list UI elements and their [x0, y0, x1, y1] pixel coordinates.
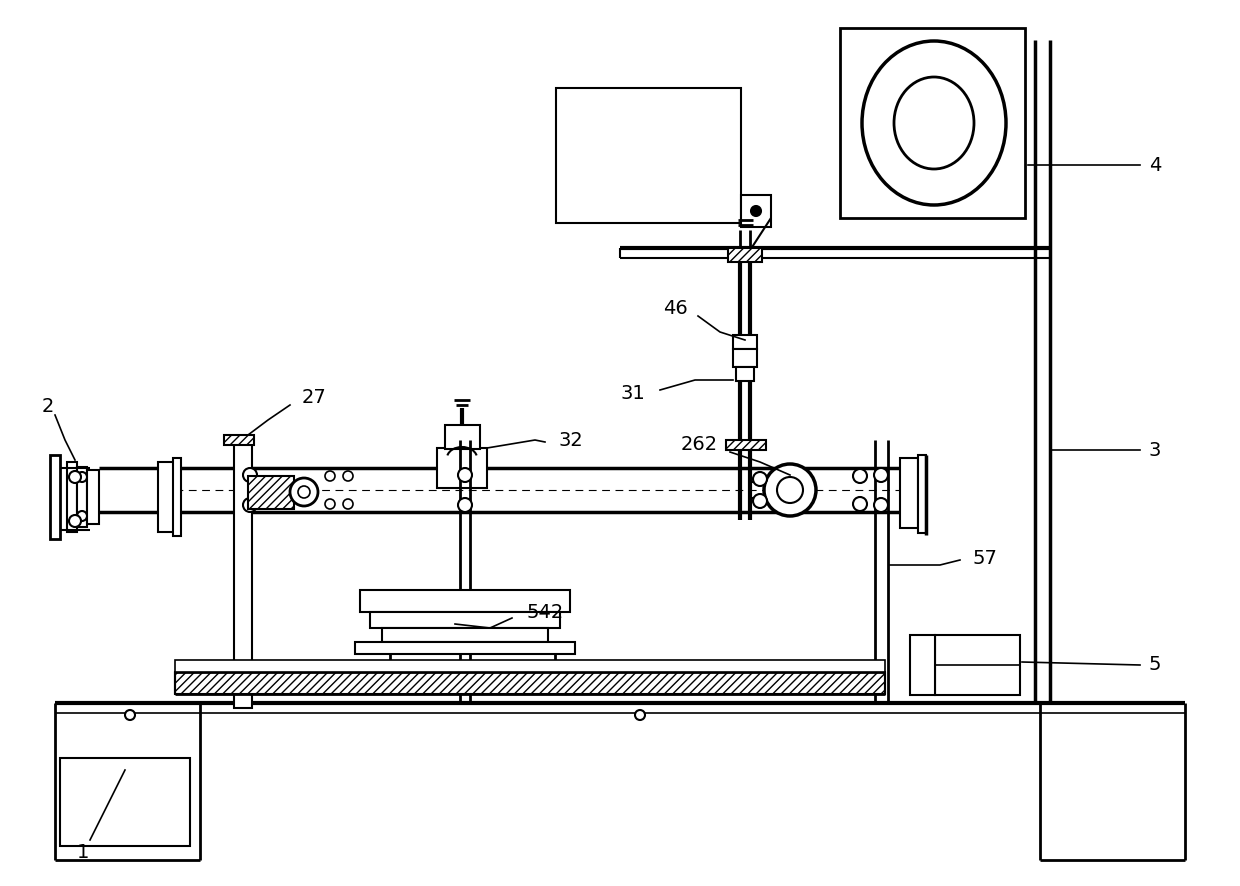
Circle shape: [343, 499, 353, 509]
Text: 46: 46: [663, 299, 688, 317]
Circle shape: [458, 468, 472, 482]
Bar: [174, 458, 181, 536]
Bar: [234, 440, 252, 708]
Text: 2: 2: [42, 397, 55, 416]
Bar: [737, 367, 754, 381]
Bar: [50, 455, 60, 539]
Text: 3: 3: [1148, 440, 1161, 460]
Text: 5: 5: [1148, 656, 1161, 674]
Circle shape: [243, 468, 257, 482]
Circle shape: [69, 515, 81, 527]
Circle shape: [764, 464, 816, 516]
Circle shape: [77, 511, 87, 521]
Bar: [549, 678, 565, 686]
Bar: [918, 455, 926, 533]
Circle shape: [243, 498, 257, 512]
Bar: [77, 467, 87, 527]
Bar: [60, 758, 190, 846]
Circle shape: [325, 471, 335, 481]
Bar: [224, 435, 254, 445]
Text: 32: 32: [558, 431, 583, 449]
Circle shape: [751, 206, 761, 216]
Bar: [839, 28, 1025, 218]
Text: 31: 31: [620, 384, 645, 402]
Circle shape: [77, 472, 87, 482]
Bar: [728, 248, 763, 262]
Circle shape: [777, 477, 804, 503]
Text: 4: 4: [1148, 156, 1161, 175]
Bar: [733, 349, 756, 367]
Bar: [742, 195, 771, 227]
Circle shape: [853, 469, 867, 483]
Bar: [248, 476, 294, 509]
Bar: [436, 448, 487, 488]
Circle shape: [290, 478, 317, 506]
Circle shape: [69, 471, 81, 483]
Circle shape: [874, 468, 888, 482]
Bar: [900, 458, 918, 528]
Circle shape: [753, 472, 768, 486]
Circle shape: [753, 494, 768, 508]
Bar: [733, 335, 756, 349]
Circle shape: [853, 497, 867, 511]
Bar: [175, 672, 885, 694]
Bar: [382, 628, 548, 642]
Text: 262: 262: [681, 434, 718, 454]
Bar: [175, 660, 885, 672]
Ellipse shape: [894, 77, 973, 169]
Bar: [935, 635, 1021, 695]
Circle shape: [635, 710, 645, 720]
Text: 1: 1: [77, 843, 89, 862]
Circle shape: [298, 486, 310, 498]
Bar: [556, 88, 742, 223]
Bar: [725, 440, 766, 450]
Circle shape: [874, 498, 888, 512]
Text: 27: 27: [303, 387, 327, 407]
Circle shape: [458, 498, 472, 512]
Bar: [360, 590, 570, 612]
Bar: [87, 470, 99, 524]
Ellipse shape: [862, 41, 1006, 205]
Circle shape: [343, 471, 353, 481]
Bar: [445, 425, 480, 449]
Circle shape: [125, 710, 135, 720]
Bar: [67, 462, 77, 532]
Text: 542: 542: [526, 602, 563, 621]
Bar: [355, 642, 575, 654]
Bar: [157, 462, 176, 532]
Text: 57: 57: [973, 548, 998, 568]
Bar: [910, 635, 935, 695]
Bar: [379, 678, 396, 686]
Bar: [370, 612, 560, 628]
Circle shape: [325, 499, 335, 509]
